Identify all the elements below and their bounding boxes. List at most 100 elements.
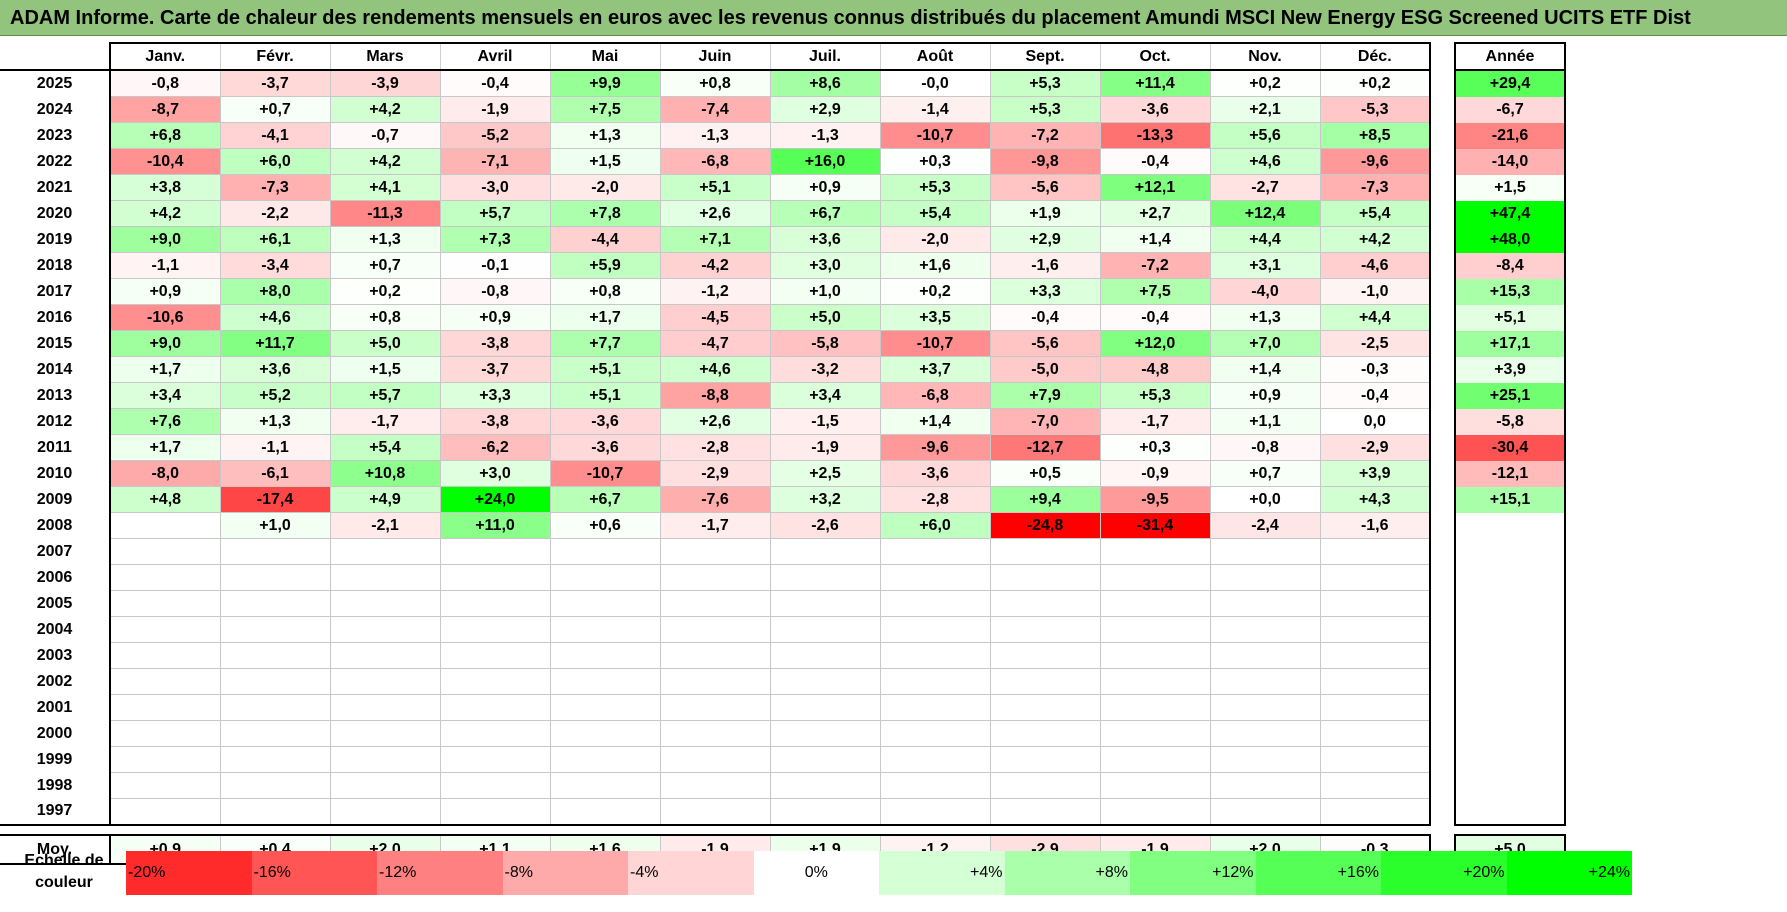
heatmap-cell: -1,1 [219,434,331,461]
heatmap-cell [1319,616,1431,643]
column-gap [1430,461,1455,487]
year-total-cell: -5,8 [1454,408,1566,435]
heatmap-cell: +3,0 [439,460,551,487]
color-scale: Echelle de couleur -20% -16% -12% -8% -4% 0% +… [0,846,1787,906]
heatmap-cell [1209,694,1321,721]
year-label: 2025 [0,69,110,97]
column-gap [1430,695,1455,721]
year-label: 2017 [36,282,73,300]
heatmap-cell: +3,5 [879,304,991,331]
column-header: Déc. [1319,42,1431,71]
column-gap [1430,123,1455,149]
heatmap-cell [1099,616,1211,643]
heatmap-cell: -5,2 [439,122,551,149]
column-gap [1430,201,1455,227]
heatmap-cell: -3,9 [329,69,441,97]
heatmap-cell [659,694,771,721]
average-label: Moy. [0,834,110,865]
year-row: 2017 +0,9 +8,0 +0,2 -0,8 +0,8 -1,2 +1,0 +0,2 +3,3… [0,278,1566,305]
column-gap [1430,591,1455,617]
heatmap-cell [329,694,441,721]
year-total-cell: -14,0 [1454,148,1566,175]
column-header: Oct. [1099,42,1210,71]
heatmap-cell: +7,1 [659,226,771,253]
column-gap [1430,721,1455,747]
heatmap-cell: +4,8 [109,486,221,513]
heatmap-cell: -10,7 [879,122,991,149]
heatmap-cell: +6,7 [549,486,661,513]
heatmap-cell: -1,2 [659,278,771,305]
year-row: 2021 +3,8 -7,3 +4,1 -3,0 -2,0 +5,1 +0,9 +5,3 -5,6… [0,174,1566,201]
column-gap [1430,43,1455,70]
heatmap-cell [769,798,881,826]
heatmap-cell: +1,3 [329,226,441,253]
heatmap-cell: +11,7 [219,330,331,357]
heatmap-cell: +0,9 [769,174,881,201]
heatmap-cell [1209,798,1321,826]
column-gap [1430,409,1455,435]
heatmap-cell [219,798,331,826]
heatmap-cell [219,642,331,669]
column-header: Mars [329,42,440,71]
year-label: 2004 [36,620,73,638]
heatmap-cell [329,772,441,799]
year-label: 2020 [36,204,73,222]
year-row: 2018 -1,1 -3,4 +0,7 -0,1 +5,9 -4,2 +3,0 +1,6 -1,6… [0,252,1566,279]
heatmap-cell: +16,0 [769,148,881,175]
heatmap-cell [879,746,991,773]
heatmap-cell: -3,4 [219,252,331,279]
heatmap-cell: +3,8 [109,174,221,201]
heatmap-cell: +3,6 [219,356,331,383]
year-total-cell: -30,4 [1454,434,1566,461]
year-label: 2016 [36,308,73,326]
column-header: Juin [659,42,770,71]
heatmap-cell [109,512,221,539]
heatmap-cell [109,564,221,591]
heatmap-cell [1099,642,1211,669]
heatmap-cell: +5,6 [1209,122,1321,149]
heatmap-cell [769,720,881,747]
heatmap-cell [659,746,771,773]
year-label: 2018 [36,256,73,274]
heatmap-cell: -6,2 [439,434,551,461]
heatmap-cell [1319,564,1431,591]
heatmap-cell: -4,2 [659,252,771,279]
year-row: 2002 [0,668,1566,695]
spacer-row [0,825,1565,835]
heatmap-cell: +7,3 [439,226,551,253]
year-row: 2013 +3,4 +5,2 +5,7 +3,3 +5,1 -8,8 +3,4 -6,8 +7,9… [0,382,1566,409]
heatmap-cell: +5,4 [1319,200,1431,227]
heatmap-cell: +7,0 [1209,330,1321,357]
heatmap-cell: +4,3 [1319,486,1431,513]
heatmap-cell [109,798,221,826]
header-row: Janv. Févr. Mars Avril Mai Juin Juil. Août Sept.… [0,42,1566,71]
column-header: Mai [549,42,660,71]
color-scale-step: +12% [1130,851,1256,895]
heatmap-cell: -0,7 [329,122,441,149]
heatmap-table: Janv. Févr. Mars Avril Mai Juin Juil. Août Sept.… [0,42,1566,865]
heatmap-cell: +6,0 [879,512,991,539]
year-label: 2006 [36,568,73,586]
heatmap-cell: +8,6 [769,69,881,97]
column-gap [1430,253,1455,279]
heatmap-cell: +0,5 [989,460,1101,487]
heatmap-cell: +1,9 [989,200,1101,227]
heatmap-cell: +10,8 [329,460,441,487]
heatmap-cell [879,798,991,826]
year-row: 1999 [0,746,1566,773]
heatmap-cell: +4,2 [329,148,441,175]
column-gap [1430,487,1455,513]
heatmap-cell: -3,6 [549,434,661,461]
heatmap-cell [879,642,991,669]
heatmap-cell: -31,4 [1099,512,1211,539]
report-title: ADAM Informe. Carte de chaleur des rende… [0,0,1787,36]
column-gap [1430,279,1455,305]
heatmap-cell: +0,3 [879,148,991,175]
heatmap-cell: -7,1 [439,148,551,175]
heatmap-cell: -0,8 [1209,434,1321,461]
color-scale-step: 0% [753,851,879,895]
heatmap-cell: +7,5 [549,96,661,123]
heatmap-cell: -1,9 [439,96,551,123]
heatmap-cell [549,772,661,799]
year-row: 2007 [0,538,1566,565]
